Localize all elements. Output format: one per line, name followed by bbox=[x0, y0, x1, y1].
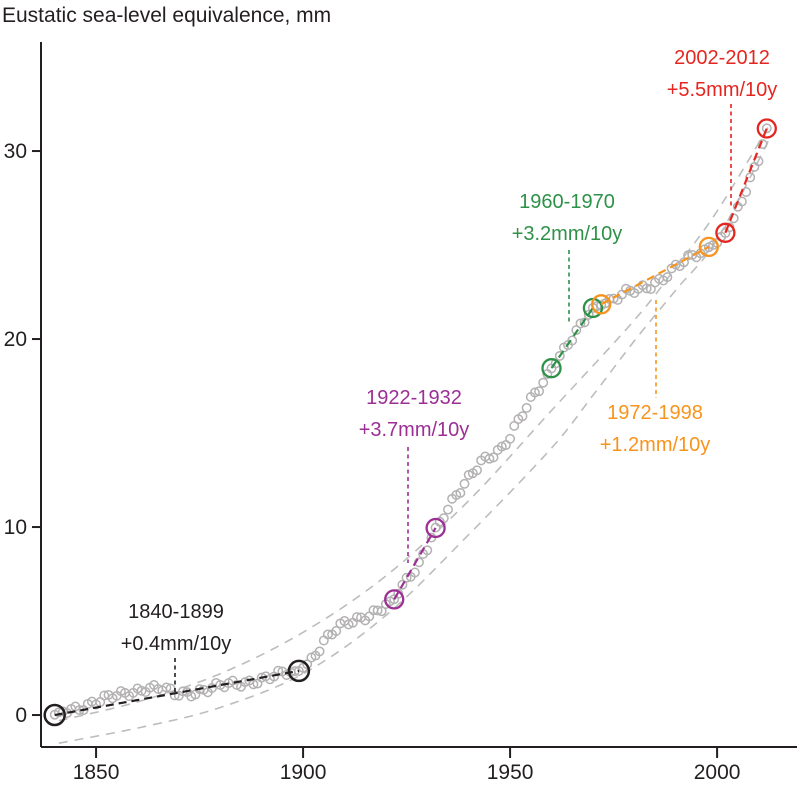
trend-endpoint-circle-1840 bbox=[43, 703, 66, 727]
data-point-1957 bbox=[534, 386, 545, 397]
data-point-1913 bbox=[351, 612, 362, 623]
data-point-1932 bbox=[430, 522, 441, 533]
data-point-2011 bbox=[757, 139, 768, 150]
data-point-1905 bbox=[318, 635, 329, 646]
trend-endpoint-circle-1922 bbox=[384, 589, 405, 610]
data-point-1983 bbox=[641, 283, 652, 294]
data-point-1942 bbox=[472, 465, 482, 476]
annotation-period-1972-1998: 1972-1998 bbox=[607, 402, 703, 424]
data-point-1924 bbox=[397, 579, 408, 590]
data-point-1953 bbox=[517, 411, 528, 422]
trend-line-2002-2012 bbox=[724, 128, 768, 234]
data-point-1950 bbox=[505, 433, 516, 444]
x-tick-label-1850: 1850 bbox=[73, 761, 120, 784]
data-point-2010 bbox=[753, 156, 764, 167]
trend-endpoint-circle-1899 bbox=[287, 659, 311, 683]
annotation-rate-2002-2012: +5.5mm/10y bbox=[667, 79, 778, 101]
x-tick-label-1900: 1900 bbox=[280, 761, 327, 784]
trend-endpoint-circle-2012 bbox=[756, 118, 777, 139]
trend-endpoint-circle-1960 bbox=[541, 358, 562, 379]
x-tick-label-2000: 2000 bbox=[694, 761, 741, 784]
data-point-1965 bbox=[567, 335, 578, 346]
trend-endpoint-circle-1998 bbox=[698, 236, 719, 258]
y-tick-label-30: 30 bbox=[4, 140, 27, 163]
annotation-period-1922-1932: 1922-1932 bbox=[366, 387, 462, 409]
data-point-1969 bbox=[583, 309, 594, 320]
chart-title: Eustatic sea-level equivalence, mm bbox=[2, 4, 332, 27]
data-point-1918 bbox=[372, 605, 383, 616]
data-point-1867 bbox=[161, 682, 172, 693]
data-point-1992 bbox=[679, 257, 689, 268]
data-point-1861 bbox=[136, 685, 147, 696]
data-point-1967 bbox=[575, 318, 586, 329]
annotation-rate-1960-1970: +3.2mm/10y bbox=[512, 223, 623, 245]
trend-line-1922-1932 bbox=[393, 527, 437, 600]
annotation-rate-1922-1932: +3.7mm/10y bbox=[359, 419, 470, 441]
annotation-rate-1972-1998: +1.2mm/10y bbox=[600, 434, 711, 456]
data-point-1919 bbox=[376, 606, 387, 617]
annotation-period-1840-1899: 1840-1899 bbox=[128, 601, 224, 623]
data-point-1954 bbox=[521, 402, 532, 413]
data-point-1958 bbox=[538, 377, 549, 388]
data-point-2008 bbox=[745, 172, 756, 183]
data-point-1935 bbox=[443, 504, 453, 515]
data-point-2012 bbox=[761, 123, 772, 134]
data-point-1988 bbox=[662, 272, 673, 283]
annotation-period-2002-2012: 2002-2012 bbox=[674, 47, 770, 69]
y-tick-label-10: 10 bbox=[4, 516, 27, 539]
y-tick-label-20: 20 bbox=[4, 328, 27, 351]
data-point-1925 bbox=[401, 572, 412, 583]
trend-endpoint-circle-1972 bbox=[591, 294, 612, 315]
data-point-1956 bbox=[529, 387, 540, 398]
data-point-1906 bbox=[322, 629, 333, 640]
x-tick-label-1950: 1950 bbox=[487, 761, 534, 784]
trend-endpoint-circle-1932 bbox=[425, 517, 446, 539]
data-point-1938 bbox=[455, 487, 466, 498]
fit-curve-upper bbox=[58, 122, 772, 722]
data-point-1939 bbox=[459, 478, 470, 489]
fit-curve-lower bbox=[58, 135, 772, 744]
data-point-1904 bbox=[314, 646, 325, 657]
data-point-1908 bbox=[331, 626, 342, 636]
y-tick-label-0: 0 bbox=[15, 704, 27, 727]
trend-endpoint-circle-2002 bbox=[715, 222, 736, 243]
data-point-1962 bbox=[554, 350, 565, 361]
trend-line-1972-1998 bbox=[600, 245, 710, 306]
annotation-period-1960-1970: 1960-1970 bbox=[519, 191, 615, 213]
data-point-1852 bbox=[99, 690, 110, 701]
data-point-1946 bbox=[488, 452, 499, 463]
annotation-rate-1840-1899: +0.4mm/10y bbox=[121, 633, 232, 655]
trend-line-1840-1899 bbox=[54, 669, 300, 717]
data-point-1945 bbox=[484, 453, 495, 464]
data-point-1898 bbox=[289, 666, 300, 677]
